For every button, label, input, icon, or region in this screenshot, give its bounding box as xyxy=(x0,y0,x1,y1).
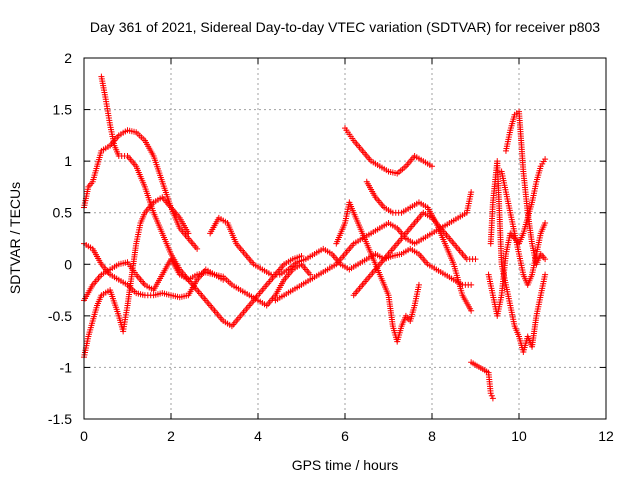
series-track-o xyxy=(485,156,549,319)
x-axis-label: GPS time / hours xyxy=(292,457,399,473)
y-tick-label: 0.5 xyxy=(53,205,73,221)
series-track-a xyxy=(81,127,201,252)
tick-layer: 0 2 4 6 8 10 12 -1.5 -1 -0.5 0 0.5 1 1.5 2 xyxy=(48,50,614,444)
series-track-f xyxy=(207,214,475,288)
y-axis-label: SDTVAR / TECUs xyxy=(7,182,23,294)
series-track-h xyxy=(333,199,422,345)
x-tick-label: 8 xyxy=(428,428,436,444)
chart-title: Day 361 of 2021, Sidereal Day-to-day VTE… xyxy=(90,19,600,35)
x-tick-label: 2 xyxy=(167,428,175,444)
series-track-i xyxy=(342,125,435,177)
data-point xyxy=(185,230,192,237)
series-track-l xyxy=(468,359,496,402)
y-tick-label: 2 xyxy=(64,50,72,66)
x-tick-label: 12 xyxy=(598,428,614,444)
series-track-p xyxy=(498,168,549,288)
data-point xyxy=(472,256,479,263)
data-point xyxy=(429,163,435,170)
series-track-g xyxy=(272,189,475,304)
marks-layer xyxy=(81,73,549,402)
y-tick-label: 0 xyxy=(64,256,72,272)
data-point xyxy=(194,245,201,252)
data-point xyxy=(542,156,549,163)
y-tick-label: 1 xyxy=(64,153,72,169)
data-point xyxy=(415,281,422,288)
y-tick-label: -1.5 xyxy=(48,411,72,427)
data-point xyxy=(488,392,495,399)
series-track-k xyxy=(363,178,475,314)
data-point xyxy=(468,189,475,196)
data-point xyxy=(489,395,496,402)
data-point xyxy=(542,271,549,278)
grid-layer xyxy=(84,58,606,419)
data-point xyxy=(468,307,475,314)
data-point xyxy=(487,390,494,397)
data-point xyxy=(542,220,549,227)
data-point xyxy=(542,256,549,263)
series-track-n xyxy=(502,108,549,268)
data-point xyxy=(220,276,227,283)
x-tick-label: 10 xyxy=(511,428,527,444)
x-tick-label: 4 xyxy=(254,428,262,444)
x-tick-label: 0 xyxy=(80,428,88,444)
y-tick-label: -0.5 xyxy=(48,308,72,324)
x-tick-label: 6 xyxy=(341,428,349,444)
series-track-d xyxy=(81,194,192,361)
data-point xyxy=(468,281,475,288)
series-track-m xyxy=(487,158,549,355)
data-point xyxy=(307,271,314,278)
y-tick-label: 1.5 xyxy=(53,102,73,118)
y-tick-label: -1 xyxy=(60,359,73,375)
